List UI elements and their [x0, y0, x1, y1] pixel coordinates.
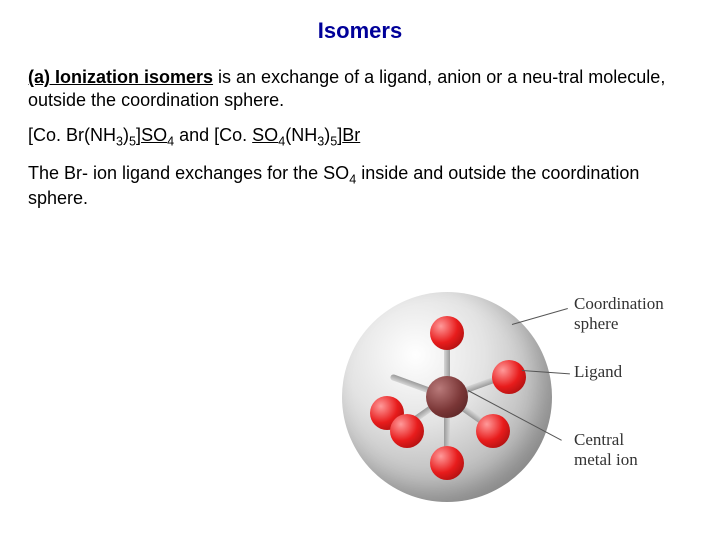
formula-and: and	[179, 125, 214, 145]
formula-a: [Co. Br(NH3)5]SO4	[28, 125, 179, 145]
definition-paragraph: (a) Ionization isomers is an exchange of…	[28, 66, 692, 112]
fb-m1: (NH	[285, 125, 317, 145]
fb-pre: [Co.	[214, 125, 252, 145]
fa-s1: 3	[116, 135, 123, 149]
label-coord-sphere: Coordination sphere	[574, 294, 664, 334]
ligand-ball	[476, 414, 510, 448]
fb-u1w: SO4	[252, 125, 285, 145]
explanation-paragraph: The Br- ion ligand exchanges for the SO4…	[28, 162, 692, 211]
ligand-ball	[390, 414, 424, 448]
coordination-diagram: Coordination sphere Ligand Central metal…	[342, 282, 662, 512]
formula-b: [Co. SO4(NH3)5]Br	[214, 125, 360, 145]
lbl-coord-2: sphere	[574, 314, 618, 333]
ligand-ball	[492, 360, 526, 394]
sphere-stage	[342, 292, 552, 502]
label-ligand: Ligand	[574, 362, 622, 382]
label-central: Central metal ion	[574, 430, 638, 470]
central-metal-ion	[426, 376, 468, 418]
fb-u1: SO	[252, 125, 278, 145]
ligand-ball	[430, 316, 464, 350]
fa-u: SO4	[141, 125, 174, 145]
lbl-coord-1: Coordination	[574, 294, 664, 313]
formula-line: [Co. Br(NH3)5]SO4 and [Co. SO4(NH3)5]Br	[28, 124, 692, 150]
fb-u2: Br	[342, 125, 360, 145]
term: (a) Ionization isomers	[28, 67, 213, 87]
fa-s2: 5	[129, 135, 136, 149]
lbl-cent-1: Central	[574, 430, 624, 449]
fa-pre: [Co. Br(NH	[28, 125, 116, 145]
fa-u1: SO	[141, 125, 167, 145]
ligand-ball	[430, 446, 464, 480]
lbl-cent-2: metal ion	[574, 450, 638, 469]
fa-s3: 4	[167, 135, 174, 149]
exp-a: The Br- ion ligand exchanges for the SO	[28, 163, 349, 183]
page-title: Isomers	[0, 0, 720, 54]
